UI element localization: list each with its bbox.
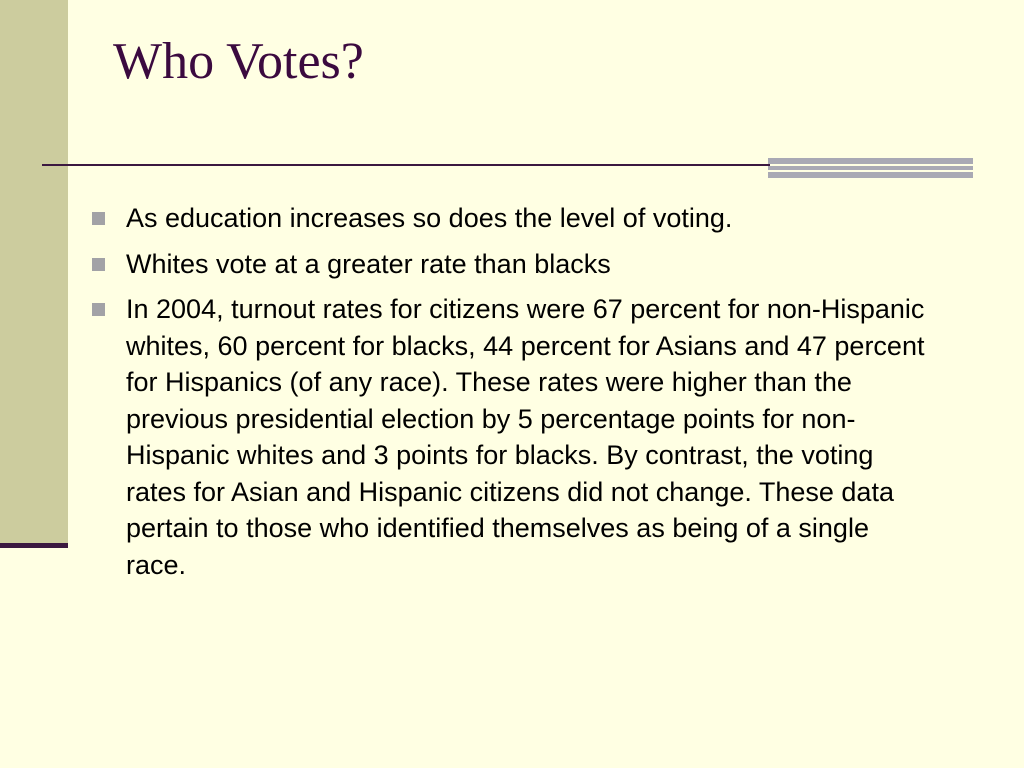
left-bar-underline	[0, 543, 68, 548]
square-bullet-icon	[92, 257, 105, 271]
square-bullet-icon	[92, 212, 105, 225]
square-bullet-icon	[92, 303, 105, 316]
bullet-text: As education increases so does the level…	[126, 203, 733, 233]
bullet-item-race: Whites vote at a greater rate than black…	[90, 246, 930, 283]
bullet-text: Whites vote at a greater rate than black…	[126, 248, 611, 279]
bullet-list: As education increases so does the level…	[90, 200, 930, 592]
bullet-item-turnout-2004: In 2004, turnout rates for citizens were…	[90, 291, 930, 583]
bullet-item-education: As education increases so does the level…	[90, 200, 930, 237]
title-divider	[42, 164, 770, 166]
left-accent-bar	[0, 0, 68, 544]
bullet-text: In 2004, turnout rates for citizens were…	[126, 294, 925, 580]
slide-title: Who Votes?	[113, 33, 364, 90]
title-divider-accent	[768, 158, 973, 178]
